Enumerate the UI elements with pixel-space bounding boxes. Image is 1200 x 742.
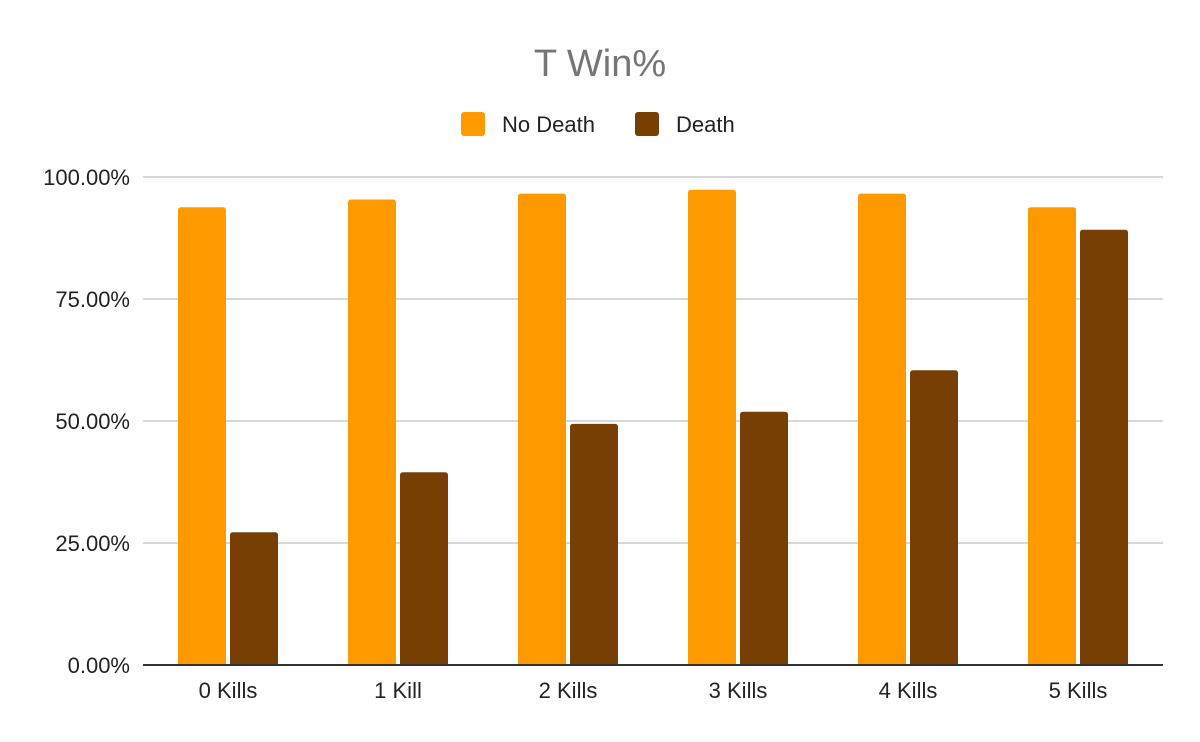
x-tick-label: 1 Kill [374,678,422,703]
y-axis-ticks: 0.00% 25.00% 50.00% 75.00% 100.00% [43,165,130,678]
bar-death-1 [400,472,448,665]
x-tick-label: 3 Kills [709,678,768,703]
x-axis-labels: 0 Kills 1 Kill 2 Kills 3 Kills 4 Kills 5 Kill… [143,664,1163,703]
bar-death-4 [910,370,958,665]
legend-swatch-no-death [461,112,485,136]
bar-death-0 [230,532,278,665]
x-tick-label: 0 Kills [199,678,258,703]
y-tick-label: 100.00% [43,165,130,190]
bar-death-3 [740,411,788,665]
bar-no-death-1 [348,199,396,665]
legend-swatch-death [635,112,659,136]
y-tick-label: 0.00% [68,653,130,678]
x-tick-label: 4 Kills [879,678,938,703]
bar-no-death-2 [518,193,566,666]
y-tick-label: 50.00% [55,409,130,434]
bar-no-death-5 [1028,207,1076,666]
legend: No Death Death [461,112,735,137]
legend-label-death: Death [676,112,735,137]
bars [178,189,1128,666]
bar-no-death-4 [858,193,906,666]
bar-death-2 [570,423,618,665]
x-tick-label: 2 Kills [539,678,598,703]
bar-death-5 [1080,229,1128,666]
y-tick-label: 25.00% [55,531,130,556]
y-tick-label: 75.00% [55,287,130,312]
chart-title: T Win% [534,43,666,85]
gridlines [143,176,1163,544]
legend-label-no-death: No Death [502,112,595,137]
bar-no-death-3 [688,189,736,666]
x-tick-label: 5 Kills [1049,678,1108,703]
bar-no-death-0 [178,207,226,666]
